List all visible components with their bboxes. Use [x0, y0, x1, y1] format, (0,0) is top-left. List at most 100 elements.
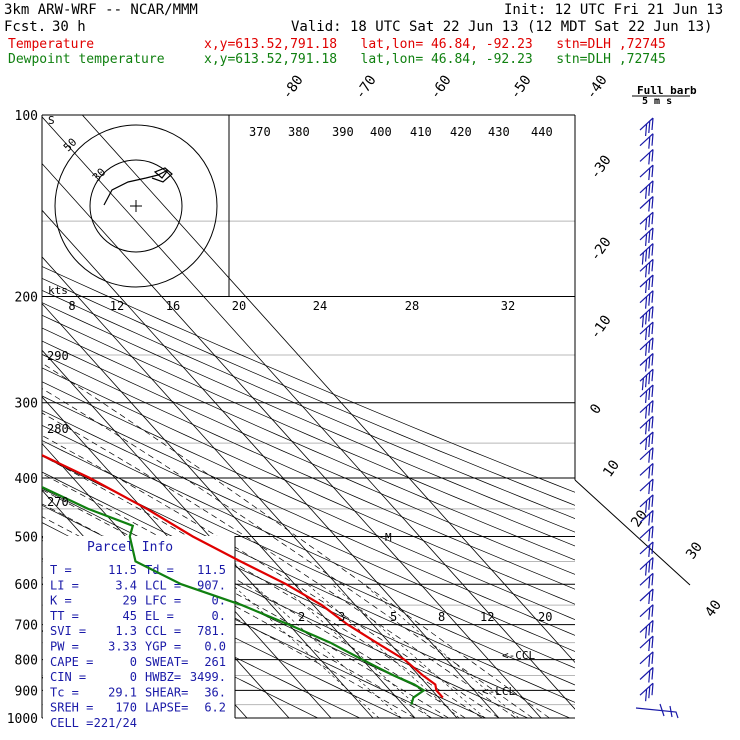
parcel-value: 0.0	[204, 640, 226, 654]
isotherm-label: -40	[583, 72, 611, 102]
mixing-ratio-line	[280, 583, 431, 719]
isotherm-label: -50	[507, 72, 535, 102]
mixing-ratio-label: 12	[480, 610, 494, 624]
wind-barb	[639, 415, 654, 435]
dry-adiabat	[42, 277, 575, 506]
parcel-label: HWBZ=	[145, 670, 181, 684]
wind-barb	[639, 180, 654, 199]
pressure-tick-label: 900	[15, 684, 38, 699]
dry-adiabat	[42, 314, 575, 547]
parcel-label: CCL =	[145, 624, 181, 638]
dewpoint-location: x,y=613.52,791.18 lat,lon= 46.84, -92.23…	[204, 52, 666, 67]
pressure-tick-label: 400	[15, 472, 38, 487]
wind-barb	[639, 321, 654, 341]
parcel-label: SVI =	[50, 624, 86, 638]
parcel-value: 11.5	[197, 563, 226, 577]
parcel-info-box: Parcel Info T = 11.5 Td = 11.5 LI = 3.4 LCL = 90…	[43, 536, 236, 730]
surface-wind-barb	[635, 703, 679, 719]
wind-barb	[639, 274, 654, 294]
dry-adiabat	[42, 395, 575, 636]
pressure-tick-label: 800	[15, 654, 38, 669]
wind-barb	[639, 227, 654, 246]
parcel-value: 0.	[212, 609, 226, 623]
mixing-ratio-label: 5	[390, 610, 397, 624]
isotherm-line	[42, 349, 374, 719]
parcel-value: 11.5	[108, 563, 137, 577]
parcel-label: CIN =	[50, 670, 86, 684]
dry-adiabat	[42, 327, 575, 561]
theta-label: 270	[47, 495, 69, 509]
theta-label: 370	[249, 125, 271, 139]
wind-barb	[639, 305, 654, 328]
wind-barb	[639, 196, 654, 212]
pressure-tick-label: 500	[15, 530, 38, 545]
isotherm-label: 30	[683, 539, 706, 562]
mixing-ratio-line	[231, 583, 380, 719]
wind-barb	[639, 384, 654, 403]
moist-adiabat	[42, 516, 416, 719]
wind-barb	[639, 133, 654, 149]
wind-barb	[639, 337, 654, 356]
parcel-value: 3.4	[115, 578, 137, 592]
hodograph-s-mark: S	[48, 114, 55, 127]
moist-adiabat	[42, 412, 516, 719]
parcel-label: LAPSE=	[145, 701, 188, 715]
parcel-value: 0.	[212, 594, 226, 608]
parcel-label: LFC =	[145, 594, 181, 608]
wind-barb	[639, 290, 654, 309]
pressure-tick-label: 700	[15, 619, 38, 634]
hodograph-trace	[103, 167, 173, 206]
isotherm-line	[42, 302, 416, 719]
isotherm-label: -80	[279, 72, 307, 102]
parcel-label: LCL =	[145, 578, 181, 592]
wind-barb	[639, 447, 654, 463]
hodograph-speed-label: 12	[110, 299, 124, 313]
dry-adiabat	[42, 353, 575, 590]
parcel-value: 261	[204, 655, 226, 669]
hodograph-ring-label: 30	[90, 166, 109, 185]
dry-adiabat	[42, 266, 575, 493]
wind-barb	[639, 494, 654, 513]
parcel-label: SREH =	[50, 701, 93, 715]
hodograph-ring-inner	[89, 159, 183, 253]
wind-barb	[639, 117, 654, 137]
dry-adiabat	[42, 424, 575, 669]
isotherm-line	[42, 162, 542, 719]
temperature-location: x,y=613.52,791.18 lat,lon= 46.84, -92.23…	[204, 37, 666, 52]
wind-barb	[639, 557, 654, 576]
pressure-tick-label: 100	[15, 109, 38, 124]
wind-barb	[639, 667, 654, 683]
parcel-value: 29.1	[108, 685, 137, 699]
wind-barb	[639, 525, 654, 542]
isotherm-label: -20	[587, 234, 615, 264]
init-time: Init: 12 UTC Fri 21 Jun 13	[504, 2, 724, 18]
wind-barb	[639, 541, 654, 557]
parcel-label: SWEAT=	[145, 655, 188, 669]
wind-barb	[639, 682, 654, 702]
pressure-tick-label: 200	[15, 291, 38, 306]
hodograph-speed-label: 8	[68, 299, 75, 313]
parcel-value: 170	[115, 701, 137, 715]
theta-label: 410	[410, 125, 432, 139]
hodograph-speed-label: 28	[405, 299, 419, 313]
dry-adiabat	[42, 410, 575, 652]
mixing-ratio-line	[307, 583, 460, 719]
wind-barb	[639, 635, 654, 652]
dry-adiabat	[42, 440, 575, 686]
parcel-label: EL =	[145, 609, 174, 623]
parcel-value: 907.	[197, 578, 226, 592]
parcel-value: 3499.	[190, 670, 226, 684]
mixing-ratio-label: 8	[438, 610, 445, 624]
wind-barb	[639, 588, 654, 605]
barb-legend-unit: 5 m s	[642, 96, 672, 107]
theta-label: 390	[332, 125, 354, 139]
wind-barb	[639, 164, 654, 181]
wind-barb	[639, 243, 654, 265]
parcel-value: 36.	[204, 685, 226, 699]
parcel-value: 29	[123, 594, 137, 608]
wind-barb	[639, 368, 654, 391]
hodograph-kts-label: kts	[48, 284, 68, 297]
parcel-value: 6.2	[204, 701, 226, 715]
dry-adiabat	[42, 340, 575, 575]
pressure-tick-label: 600	[15, 578, 38, 593]
